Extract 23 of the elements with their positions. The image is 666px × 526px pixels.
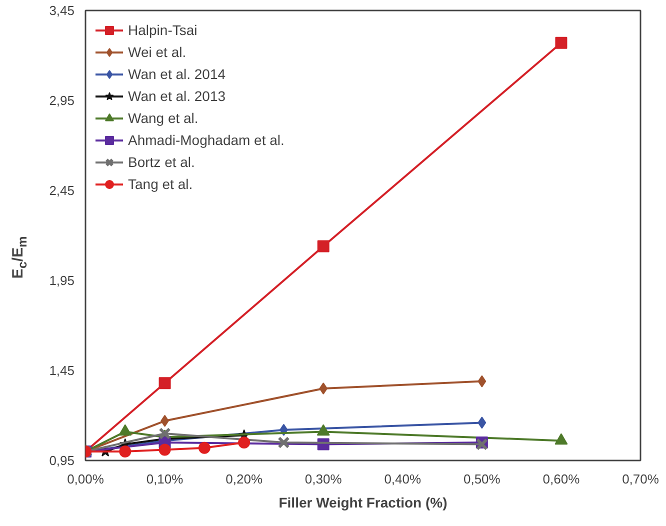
legend-label: Bortz et al. — [128, 154, 195, 170]
y-tick-label: 2,45 — [49, 183, 75, 198]
x-axis-title: Filler Weight Fraction (%) — [278, 494, 448, 510]
x-tick-label: 0,60% — [542, 472, 580, 486]
legend-label: Wan et al. 2014 — [128, 66, 226, 82]
y-tick-label: 3,45 — [49, 3, 75, 18]
x-tick-label: 0,50% — [464, 472, 501, 486]
legend-label: Wan et al. 2013 — [128, 88, 226, 104]
legend-label: Ahmadi-Moghadam et al. — [128, 132, 284, 148]
legend-label: Halpin-Tsai — [128, 22, 198, 38]
x-tick-label: 0,70% — [622, 472, 660, 486]
y-tick-label: 2,95 — [49, 93, 75, 108]
x-tick-label: 0,20% — [226, 472, 263, 486]
x-tick-label: 0,40% — [384, 472, 422, 486]
legend-label: Tang et al. — [128, 176, 193, 192]
y-tick-label: 1,95 — [49, 273, 75, 288]
legend-label: Wei et al. — [128, 44, 186, 60]
y-tick-label: 1,45 — [49, 363, 75, 378]
x-tick-label: 0,10% — [146, 472, 184, 486]
x-tick-label: 0,30% — [304, 472, 342, 486]
y-tick-label: 0,95 — [49, 453, 75, 468]
legend-label: Wang et al. — [128, 110, 198, 126]
x-tick-label: 0,00% — [67, 472, 104, 486]
